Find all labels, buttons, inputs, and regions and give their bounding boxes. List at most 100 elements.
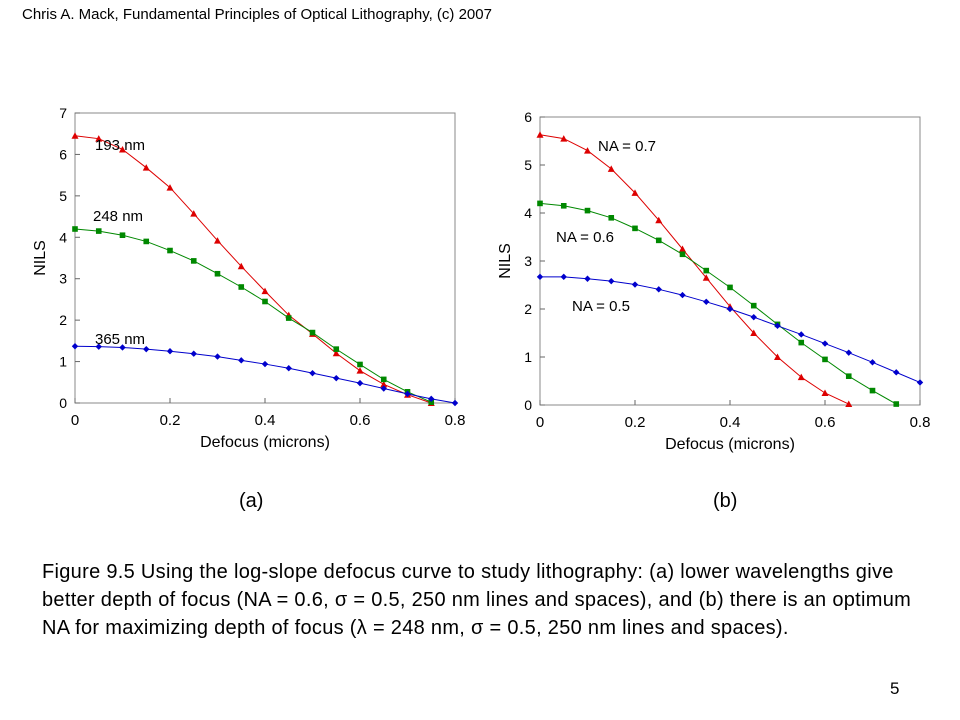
data-point xyxy=(333,346,340,352)
y-tick-label: 0 xyxy=(524,397,532,413)
y-tick-label: 1 xyxy=(524,349,532,365)
series-line xyxy=(74,345,456,404)
data-point xyxy=(821,389,829,396)
chart-numerical-aperture: 0 1 2 3 4 5 6 0 0.2 0.4 0.6 0.8 Defocus (microns) NIL… xyxy=(472,95,942,475)
data-point xyxy=(869,387,876,394)
y-tick-label: 6 xyxy=(524,109,532,125)
data-point xyxy=(608,215,615,221)
data-point xyxy=(655,237,662,244)
data-point xyxy=(679,291,686,299)
data-point xyxy=(750,302,757,309)
x-tick-label: 0.8 xyxy=(910,414,931,431)
series-label: 248 nm xyxy=(93,208,143,225)
data-point xyxy=(536,273,544,281)
data-point xyxy=(845,400,853,408)
data-point xyxy=(214,353,221,360)
data-point xyxy=(451,399,459,407)
x-tick-label: 0.2 xyxy=(625,414,646,431)
data-point xyxy=(143,238,150,245)
series-line xyxy=(539,134,849,405)
data-point xyxy=(95,135,103,142)
series-line xyxy=(539,202,897,405)
y-tick-label: 5 xyxy=(524,157,532,173)
data-point xyxy=(845,349,852,356)
data-point xyxy=(608,277,615,285)
data-point xyxy=(309,369,316,377)
figure-caption: Figure 9.5 Using the log-slope defocus c… xyxy=(42,558,922,642)
y-tick-label: 0 xyxy=(59,395,67,411)
data-point xyxy=(703,267,710,274)
data-point xyxy=(428,395,435,403)
data-point xyxy=(703,298,710,305)
data-point xyxy=(798,339,805,346)
data-point xyxy=(71,132,79,139)
data-point xyxy=(916,379,924,386)
data-point xyxy=(285,365,292,372)
caption-part-3: = 248 nm, xyxy=(367,617,472,639)
data-point xyxy=(332,349,340,357)
x-tick-label: 0.8 xyxy=(445,412,466,429)
series-label: NA = 0.5 xyxy=(572,298,630,315)
data-point xyxy=(845,373,852,379)
series-line xyxy=(74,135,432,404)
data-point xyxy=(798,331,805,338)
data-point xyxy=(261,360,269,368)
y-axis-label: NILS xyxy=(32,240,49,276)
data-point xyxy=(166,348,174,355)
x-axis-label: Defocus (microns) xyxy=(665,436,795,453)
series-label: 193 nm xyxy=(95,137,145,154)
data-point xyxy=(631,189,639,196)
data-point xyxy=(679,245,686,252)
data-point xyxy=(237,262,245,270)
data-point xyxy=(214,270,221,277)
chart-na-svg: 0 1 2 3 4 5 6 0 0.2 0.4 0.6 0.8 Defocus (microns) NIL… xyxy=(497,109,931,453)
page-number: 5 xyxy=(890,679,900,698)
panel-label-a: (a) xyxy=(239,490,264,512)
data-point xyxy=(380,376,387,383)
y-tick-label: 4 xyxy=(524,205,532,221)
data-point xyxy=(404,390,411,398)
data-point xyxy=(71,343,79,350)
panel-label-b: (b) xyxy=(713,490,738,512)
x-tick-label: 0.6 xyxy=(350,412,371,429)
y-tick-label: 2 xyxy=(59,312,67,328)
data-point xyxy=(214,237,221,244)
y-axis-label: NILS xyxy=(497,243,514,279)
data-point xyxy=(797,373,805,381)
data-point xyxy=(750,313,757,321)
data-point xyxy=(560,203,567,209)
lambda-symbol: λ xyxy=(356,617,368,639)
data-point xyxy=(893,369,900,376)
data-point xyxy=(774,322,781,329)
data-point xyxy=(238,284,245,290)
data-point xyxy=(309,329,316,336)
data-point xyxy=(142,164,150,171)
data-point xyxy=(261,287,269,295)
data-point xyxy=(190,258,197,264)
x-tick-label: 0.4 xyxy=(720,414,741,431)
caption-part-2: = 0.5, 250 nm lines and spaces), and (b)… xyxy=(42,589,912,639)
x-tick-label: 0.4 xyxy=(255,412,276,429)
series-label: NA = 0.7 xyxy=(598,138,656,155)
data-point xyxy=(631,281,639,288)
x-tick-label: 0.6 xyxy=(815,414,836,431)
data-point xyxy=(536,131,544,138)
data-point xyxy=(537,200,543,207)
y-tick-label: 7 xyxy=(59,105,67,121)
data-point xyxy=(655,216,663,224)
data-point xyxy=(72,226,78,232)
data-point xyxy=(822,356,828,363)
data-point xyxy=(726,305,734,313)
x-tick-label: 0 xyxy=(71,412,79,429)
data-point xyxy=(893,401,900,407)
data-point xyxy=(679,251,686,258)
data-point xyxy=(285,315,292,321)
data-point xyxy=(119,145,126,153)
data-point xyxy=(143,345,150,353)
series-line xyxy=(540,276,921,383)
y-tick-label: 4 xyxy=(59,229,67,245)
series-line xyxy=(74,228,432,403)
data-point xyxy=(356,367,364,374)
data-point xyxy=(190,210,198,217)
data-point xyxy=(428,399,435,405)
